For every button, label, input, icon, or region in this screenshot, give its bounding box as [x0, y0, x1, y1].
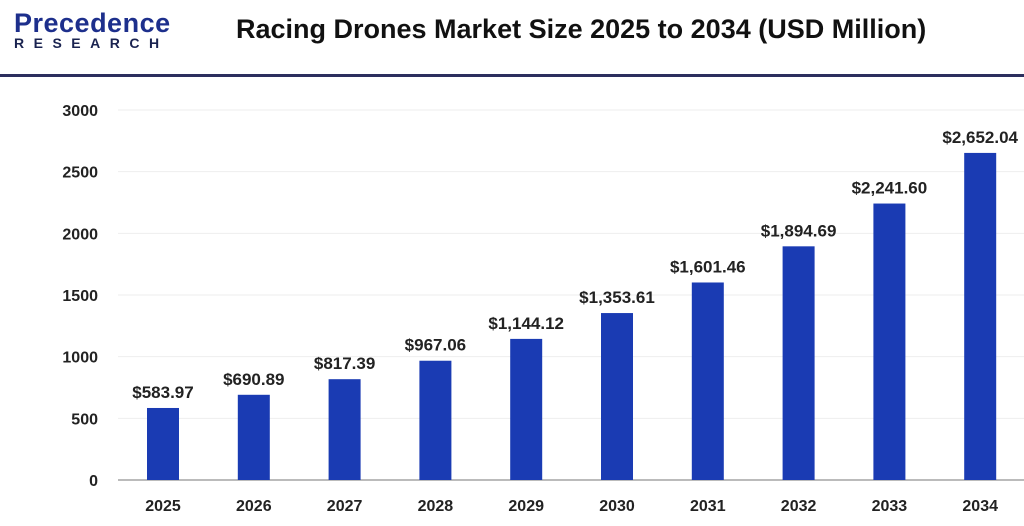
bar-2028: [419, 360, 452, 480]
x-tick-label: 2027: [327, 498, 363, 515]
x-tick-label: 2033: [872, 498, 908, 515]
bar-2034: [964, 152, 997, 480]
y-tick-label: 0: [89, 473, 98, 490]
y-tick-label: 2000: [62, 226, 98, 243]
bar-2032: [782, 246, 815, 480]
bar-2025: [147, 407, 179, 480]
x-tick-label: 2034: [962, 498, 998, 515]
data-label: $1,894.69: [761, 221, 837, 240]
data-label: $690.89: [223, 370, 284, 389]
data-label: $967.06: [405, 336, 466, 355]
y-tick-label: 2500: [62, 165, 98, 182]
bar-2030: [601, 313, 633, 480]
x-tick-label: 2031: [690, 498, 726, 515]
logo-main: Precedence: [14, 8, 171, 38]
bar-2027: [328, 379, 361, 480]
data-label: $2,241.60: [852, 179, 928, 198]
x-tick-label: 2025: [145, 498, 181, 515]
header-divider: [0, 74, 1024, 77]
y-tick-label: 500: [71, 411, 98, 428]
x-tick-label: 2026: [236, 498, 272, 515]
bar-2029: [510, 338, 543, 480]
x-tick-label: 2028: [418, 498, 454, 515]
x-tick-label: 2029: [508, 498, 544, 515]
y-tick-label: 3000: [62, 103, 98, 120]
x-tick-label: 2032: [781, 498, 817, 515]
logo: Precedence RESEARCH: [14, 8, 171, 51]
bar-2031: [691, 282, 724, 480]
logo-sub: RESEARCH: [14, 35, 169, 51]
data-label: $1,353.61: [579, 288, 655, 307]
x-tick-label: 2030: [599, 498, 635, 515]
data-label: $1,601.46: [670, 257, 746, 276]
chart-title: Racing Drones Market Size 2025 to 2034 (…: [236, 14, 927, 44]
y-tick-label: 1500: [62, 288, 98, 305]
bar-2026: [237, 394, 270, 480]
bar-2033: [873, 203, 906, 480]
data-label: $1,144.12: [488, 314, 564, 333]
data-label: $817.39: [314, 354, 375, 373]
y-tick-label: 1000: [62, 350, 98, 367]
data-label: $583.97: [132, 383, 193, 402]
data-label: $2,652.04: [942, 128, 1018, 147]
